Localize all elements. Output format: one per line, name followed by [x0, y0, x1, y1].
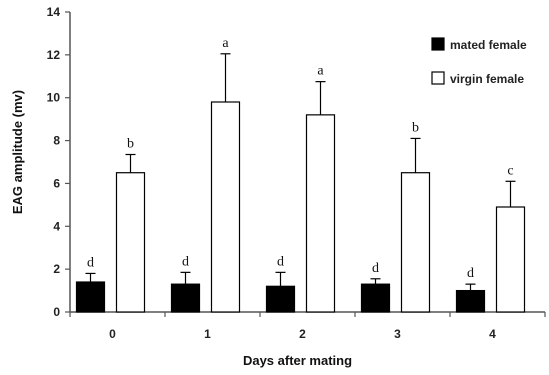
significance-letter: a [317, 64, 324, 79]
x-tick-label: 1 [204, 327, 211, 341]
legend-label: mated female [450, 38, 527, 52]
y-tick-label: 8 [53, 134, 60, 148]
bar-mated [75, 281, 106, 313]
bar-mated [265, 285, 296, 313]
significance-letter: d [372, 261, 379, 276]
y-tick-label: 12 [47, 48, 61, 62]
y-tick-label: 6 [53, 176, 60, 190]
bar-virgin [115, 172, 146, 313]
legend-label: virgin female [450, 72, 524, 86]
x-tick-label: 4 [489, 327, 496, 341]
significance-letter: a [222, 36, 229, 51]
bar-mated [170, 283, 201, 313]
bar-mated [360, 283, 391, 313]
bar-virgin [400, 172, 431, 313]
y-tick-label: 4 [53, 219, 60, 233]
labels: 0 2 4 6 8 10 12 14 d b 0 d a 1 d a 2 d b 3 d c 4 Days after mat… [10, 5, 514, 368]
y-tick-label: 0 [53, 305, 60, 319]
x-tick-label: 2 [299, 327, 306, 341]
significance-letter: c [507, 163, 513, 178]
y-axis-title: EAG amplitude (mv) [10, 90, 25, 214]
significance-letter: d [467, 266, 474, 281]
y-tick-label: 2 [53, 262, 60, 276]
bar-virgin [210, 101, 241, 313]
y-tick-label: 14 [47, 5, 61, 19]
significance-letter: b [412, 120, 419, 135]
legend: mated female virgin female [431, 37, 527, 86]
bar-mated [455, 289, 486, 313]
x-axis-title: Days after mating [243, 353, 352, 368]
y-tick-label: 10 [47, 91, 61, 105]
legend-swatch-virgin [431, 71, 445, 85]
bar-virgin [305, 114, 336, 313]
bars [75, 53, 526, 313]
bar-virgin [495, 206, 526, 313]
x-tick-label: 0 [109, 327, 116, 341]
significance-letter: b [127, 137, 134, 152]
significance-letter: d [87, 255, 94, 270]
significance-letter: d [277, 254, 284, 269]
x-tick-label: 3 [394, 327, 401, 341]
legend-swatch-mated [431, 37, 445, 51]
significance-letter: d [182, 254, 189, 269]
